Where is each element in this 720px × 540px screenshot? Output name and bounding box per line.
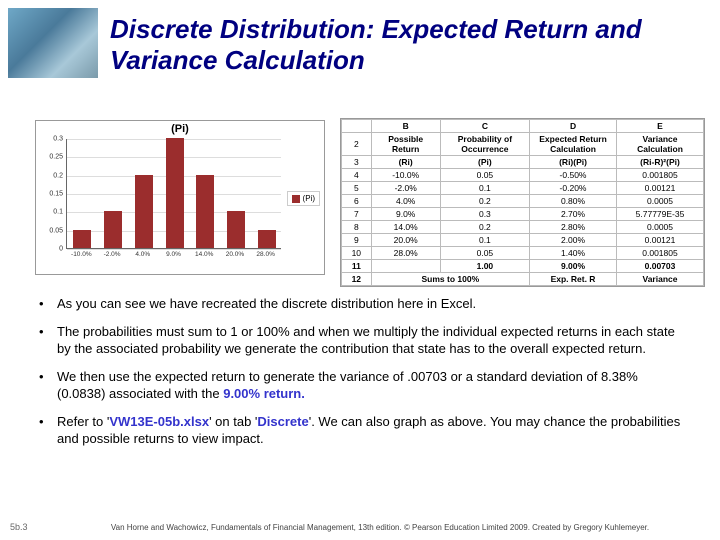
row-number: 8 — [342, 221, 372, 234]
table-header: Variance Calculation — [617, 133, 704, 156]
y-axis-label: 0.05 — [49, 227, 63, 234]
legend-label: (Pi) — [303, 194, 315, 203]
bullet-3: We then use the expected return to gener… — [35, 368, 685, 403]
table-header: Possible Return — [371, 133, 440, 156]
y-axis-label: 0.2 — [53, 172, 63, 179]
col-letter — [342, 120, 372, 133]
table-header: Expected Return Calculation — [530, 133, 617, 156]
col-letter: E — [617, 120, 704, 133]
table-subheader: (Ri) — [371, 156, 440, 169]
x-axis-label: 9.0% — [160, 251, 188, 258]
table-header: Probability of Occurrence — [440, 133, 529, 156]
row-number: 7 — [342, 208, 372, 221]
bar — [73, 230, 91, 248]
header-image — [8, 8, 98, 78]
table-row: 5-2.0%0.1-0.20%0.00121 — [342, 182, 704, 195]
table-subheader: (Ri)(Pi) — [530, 156, 617, 169]
chart-legend: (Pi) — [287, 191, 320, 206]
table-subheader: (Ri-R)²(Pi) — [617, 156, 704, 169]
col-letter: B — [371, 120, 440, 133]
x-axis-label: 4.0% — [129, 251, 157, 258]
row-number: 10 — [342, 247, 372, 260]
gridline — [67, 249, 281, 250]
bar — [196, 175, 214, 248]
y-axis-label: 0.3 — [53, 136, 63, 143]
table-row: 814.0%0.22.80%0.0005 — [342, 221, 704, 234]
footer-row: 12Sums to 100%Exp. Ret. RVariance — [342, 273, 704, 286]
row-number: 9 — [342, 234, 372, 247]
x-axis-label: 14.0% — [190, 251, 218, 258]
bar — [166, 138, 184, 248]
row-number: 4 — [342, 169, 372, 182]
probability-chart: (Pi) 00.050.10.150.20.250.3 (Pi) -10.0%-… — [35, 120, 325, 275]
y-axis-label: 0.25 — [49, 154, 63, 161]
footer-citation: Van Horne and Wachowicz, Fundamentals of… — [100, 523, 660, 532]
x-axis-label: -2.0% — [98, 251, 126, 258]
legend-swatch — [292, 195, 300, 203]
table-row: 79.0%0.32.70%5.77779E-35 — [342, 208, 704, 221]
y-axis-label: 0 — [59, 246, 63, 253]
col-letter: D — [530, 120, 617, 133]
table-row: 920.0%0.12.00%0.00121 — [342, 234, 704, 247]
chart-title: (Pi) — [36, 121, 324, 135]
y-axis-label: 0.1 — [53, 209, 63, 216]
table-row: 64.0%0.20.80%0.0005 — [342, 195, 704, 208]
col-letter: C — [440, 120, 529, 133]
row-number: 3 — [342, 156, 372, 169]
bullet-list: As you can see we have recreated the dis… — [35, 295, 685, 458]
bar — [135, 175, 153, 248]
slide-title: Discrete Distribution: Expected Return a… — [110, 14, 700, 76]
table-row: 1028.0%0.051.40%0.001805 — [342, 247, 704, 260]
bullet-4: Refer to 'VW13E-05b.xlsx' on tab 'Discre… — [35, 413, 685, 448]
bullet-1: As you can see we have recreated the dis… — [35, 295, 685, 313]
row-number: 6 — [342, 195, 372, 208]
row-number: 2 — [342, 133, 372, 156]
bar — [227, 211, 245, 248]
bar — [258, 230, 276, 248]
row-number: 5 — [342, 182, 372, 195]
bullet-2: The probabilities must sum to 1 or 100% … — [35, 323, 685, 358]
bar — [104, 211, 122, 248]
table-row: 4-10.0%0.05-0.50%0.001805 — [342, 169, 704, 182]
x-axis-label: -10.0% — [67, 251, 95, 258]
slide-number: 5b.3 — [10, 522, 28, 532]
chart-plot-area: 00.050.10.150.20.250.3 — [66, 139, 281, 249]
table-subheader: (Pi) — [440, 156, 529, 169]
data-table: BCDE 2Possible ReturnProbability of Occur… — [340, 118, 705, 287]
sum-row: 111.009.00%0.00703 — [342, 260, 704, 273]
x-axis-label: 28.0% — [252, 251, 280, 258]
y-axis-label: 0.15 — [49, 191, 63, 198]
x-axis-label: 20.0% — [221, 251, 249, 258]
